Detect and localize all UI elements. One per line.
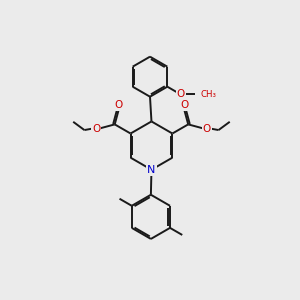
Text: N: N: [147, 165, 156, 175]
Text: O: O: [115, 100, 123, 110]
Text: O: O: [203, 124, 211, 134]
Text: CH₃: CH₃: [201, 90, 217, 99]
Text: O: O: [176, 89, 185, 99]
Text: O: O: [92, 124, 100, 134]
Text: O: O: [180, 100, 188, 110]
